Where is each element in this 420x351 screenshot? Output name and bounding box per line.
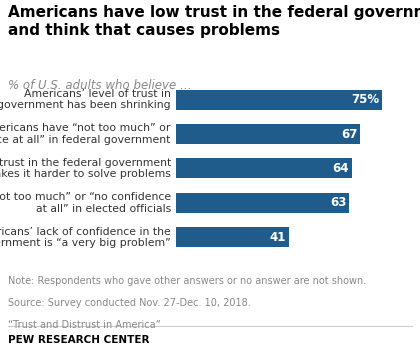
Bar (176, 227, 289, 247)
Text: “Trust and Distrust in America”: “Trust and Distrust in America” (8, 320, 161, 330)
Bar (176, 90, 382, 110)
Text: % of U.S. adults who believe …: % of U.S. adults who believe … (8, 79, 192, 92)
Text: Note: Respondents who gave other answers or no answer are not shown.: Note: Respondents who gave other answers… (8, 276, 367, 285)
Text: 75%: 75% (351, 93, 379, 106)
Text: 64: 64 (333, 162, 349, 175)
Text: 63: 63 (330, 197, 346, 210)
Text: 67: 67 (341, 127, 357, 140)
Text: Americans have low trust in the federal government
and think that causes problem: Americans have low trust in the federal … (8, 5, 420, 38)
Text: PEW RESEARCH CENTER: PEW RESEARCH CENTER (8, 335, 150, 345)
Bar (176, 124, 360, 144)
Bar (176, 193, 349, 213)
Text: 41: 41 (270, 231, 286, 244)
Bar (176, 159, 352, 178)
Text: Source: Survey conducted Nov. 27-Dec. 10, 2018.: Source: Survey conducted Nov. 27-Dec. 10… (8, 298, 251, 307)
